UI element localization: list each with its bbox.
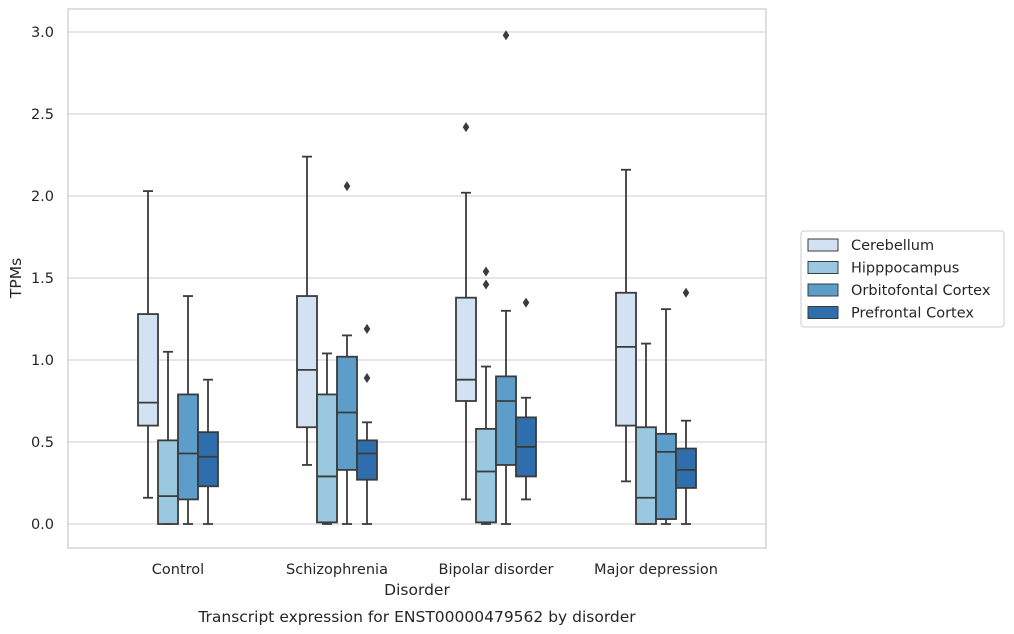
box-2-4 bbox=[356, 323, 378, 525]
box-4-3 bbox=[655, 308, 677, 525]
y-tick-label: 0.5 bbox=[31, 435, 54, 451]
legend-label: Orbitofontal Cortex bbox=[851, 283, 991, 299]
box-iqr bbox=[615, 291, 637, 427]
legend-swatch bbox=[807, 306, 839, 319]
x-tick-label: Control bbox=[152, 562, 204, 578]
y-tick-label: 2.0 bbox=[31, 189, 54, 205]
box-iqr bbox=[475, 427, 497, 524]
outlier-point bbox=[522, 297, 530, 308]
box-iqr bbox=[157, 439, 179, 525]
y-tick-label: 1.0 bbox=[31, 353, 54, 369]
box-1-1 bbox=[137, 190, 159, 499]
box-iqr bbox=[316, 393, 338, 524]
outlier-point bbox=[363, 373, 371, 384]
box-iqr bbox=[655, 432, 677, 520]
outlier-point bbox=[462, 122, 470, 133]
box-3-4 bbox=[515, 297, 537, 501]
legend: Cerebellum Hipppocampus Orbitofontal Corte… bbox=[800, 230, 1005, 328]
box-3-2 bbox=[475, 266, 497, 525]
box-4-1 bbox=[615, 168, 637, 483]
box-3-3 bbox=[495, 30, 517, 525]
y-tick-label: 3.0 bbox=[31, 25, 54, 41]
legend-swatch bbox=[807, 238, 839, 252]
x-axis-label: Disorder bbox=[384, 581, 450, 599]
outlier-point bbox=[343, 181, 351, 192]
box-1-4 bbox=[197, 378, 219, 525]
chart-caption: Transcript expression for ENST0000047956… bbox=[197, 608, 636, 626]
y-tick-label: 0.0 bbox=[31, 517, 54, 533]
box-iqr bbox=[635, 426, 657, 525]
box-4-4 bbox=[675, 287, 697, 525]
box-iqr bbox=[455, 296, 477, 402]
box-4-2 bbox=[635, 342, 657, 525]
x-tick-label: Major depression bbox=[594, 562, 718, 578]
outlier-point bbox=[363, 323, 371, 334]
legend-swatch bbox=[807, 283, 839, 297]
y-axis-label: TPMs bbox=[7, 258, 25, 299]
box-2-3 bbox=[336, 181, 358, 525]
outlier-point bbox=[482, 279, 490, 290]
outlier-point bbox=[682, 287, 690, 298]
x-tick-label: Schizophrenia bbox=[286, 562, 388, 578]
legend-swatch bbox=[807, 261, 839, 274]
boxes bbox=[137, 30, 697, 525]
outlier-point bbox=[502, 30, 510, 41]
outlier-point bbox=[482, 266, 490, 277]
x-tick-label: Bipolar disorder bbox=[439, 562, 554, 578]
y-tick-labels: 0.0 0.5 1.0 1.5 2.0 2.5 3.0 bbox=[31, 25, 54, 533]
box-iqr bbox=[356, 439, 378, 481]
box-1-2 bbox=[157, 350, 179, 525]
box-iqr bbox=[296, 295, 318, 429]
legend-label: Prefrontal Cortex bbox=[851, 306, 974, 322]
box-iqr bbox=[177, 393, 199, 501]
box-iqr bbox=[675, 447, 697, 489]
y-tick-label: 1.5 bbox=[31, 271, 54, 287]
y-tick-label: 2.5 bbox=[31, 107, 54, 123]
legend-label: Cerebellum bbox=[851, 238, 934, 254]
box-iqr bbox=[495, 375, 517, 466]
box-2-1 bbox=[296, 155, 318, 466]
x-tick-labels: Control Schizophrenia Bipolar disorder Majo… bbox=[152, 562, 718, 578]
legend-label: Hipppocampus bbox=[851, 261, 959, 277]
box-iqr bbox=[137, 313, 159, 427]
box-iqr bbox=[197, 431, 219, 488]
plot-frame bbox=[67, 8, 767, 549]
box-3-1 bbox=[455, 122, 477, 501]
legend-frame bbox=[800, 230, 1005, 328]
